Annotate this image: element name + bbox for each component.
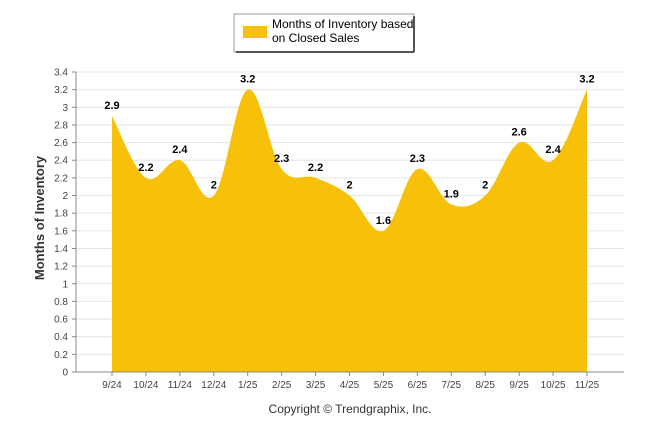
y-tick-label: 3 <box>62 103 68 114</box>
data-label: 2.2 <box>138 162 153 174</box>
y-tick-label: 3.4 <box>54 68 68 79</box>
y-tick-label: 0.6 <box>54 315 68 326</box>
x-tick-label: 11/24 <box>168 380 193 391</box>
series-area <box>112 89 587 372</box>
data-label: 2 <box>482 180 488 192</box>
x-tick-label: 5/25 <box>374 380 394 391</box>
y-tick-label: 1.2 <box>54 262 68 273</box>
data-label: 2 <box>211 180 217 192</box>
axes <box>75 72 624 376</box>
y-tick-label: 2.2 <box>54 173 68 184</box>
y-tick-label: 2.8 <box>54 120 68 131</box>
y-tick-label: 0 <box>62 368 68 379</box>
data-label: 2.6 <box>511 127 526 139</box>
x-tick-label: 4/25 <box>340 380 360 391</box>
data-label: 2 <box>346 180 352 192</box>
data-label: 2.3 <box>410 153 425 165</box>
data-label: 3.2 <box>240 74 255 86</box>
legend-label-line2: on Closed Sales <box>272 31 359 45</box>
x-tick-label: 10/24 <box>133 380 158 391</box>
data-label: 2.4 <box>545 144 561 156</box>
legend-label-line1: Months of Inventory based <box>272 17 413 31</box>
y-tick-label: 0.2 <box>54 350 68 361</box>
x-tick-label: 12/24 <box>201 380 226 391</box>
x-tick-label: 2/25 <box>272 380 292 391</box>
y-axis-title: Months of Inventory <box>32 155 47 280</box>
x-tick-label: 10/25 <box>541 380 566 391</box>
y-tick-label: 1 <box>62 279 68 290</box>
y-tick-label: 2.4 <box>54 156 68 167</box>
data-label: 2.3 <box>274 153 289 165</box>
data-label: 1.6 <box>376 215 391 227</box>
legend: Months of Inventory based on Closed Sale… <box>233 13 415 53</box>
data-label: 2.9 <box>104 100 119 112</box>
data-label: 1.9 <box>444 188 459 200</box>
y-tick-label: 1.8 <box>54 209 68 220</box>
x-tick-label: 9/24 <box>102 380 122 391</box>
legend-swatch <box>243 26 267 38</box>
data-label: 2.2 <box>308 162 323 174</box>
x-tick-label: 6/25 <box>408 380 428 391</box>
y-tick-label: 0.8 <box>54 297 68 308</box>
data-label: 3.2 <box>579 74 594 86</box>
data-label: 2.4 <box>172 144 188 156</box>
series-area-fill <box>112 89 587 372</box>
y-tick-label: 0.4 <box>54 332 68 343</box>
x-tick-label: 11/25 <box>575 380 600 391</box>
x-tick-label: 1/25 <box>238 380 258 391</box>
x-tick-label: 8/25 <box>475 380 495 391</box>
x-tick-labels: 9/24 10/24 11/24 12/24 1/25 2/25 3/25 4/25 5/25 6… <box>102 380 599 391</box>
y-tick-labels: 0 0.2 0.4 0.6 0.8 1 1.2 1.4 1.6 1.8 2 2.2 2.4 2.6 2.8 3… <box>54 68 68 379</box>
data-labels: 2.9 2.2 2.4 2 3.2 2.3 2.2 2 1.6 2.3 1.9 2 2.6 2.4 3.2 <box>104 74 594 227</box>
y-tick-label: 1.4 <box>54 244 68 255</box>
y-tick-label: 2.6 <box>54 138 68 149</box>
y-tick-label: 3.2 <box>54 85 68 96</box>
x-tick-label: 9/25 <box>509 380 529 391</box>
x-tick-label: 7/25 <box>442 380 462 391</box>
y-tick-label: 1.6 <box>54 226 68 237</box>
copyright-credit: Copyright © Trendgraphix, Inc. <box>269 402 432 416</box>
y-tick-label: 2 <box>62 191 68 202</box>
x-tick-label: 3/25 <box>306 380 326 391</box>
